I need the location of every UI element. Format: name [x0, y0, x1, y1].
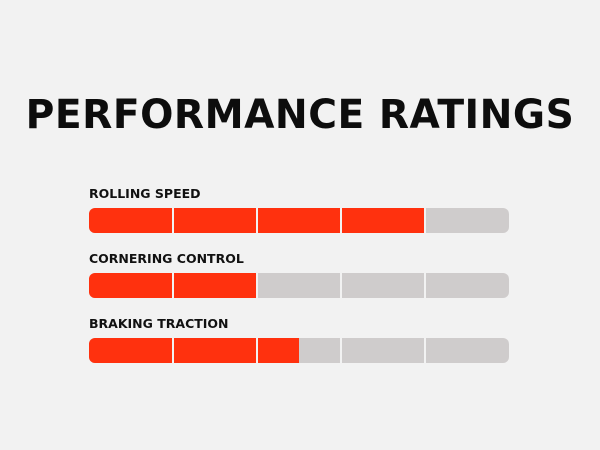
segment-divider [172, 338, 174, 363]
rating-label: BRAKING TRACTION [89, 316, 229, 331]
page-title: PERFORMANCE RATINGS [25, 92, 575, 138]
segment-divider [172, 208, 174, 233]
segment-divider [256, 338, 258, 363]
ratings-list: ROLLING SPEED CORNERING CONTROL BRAKING … [89, 186, 509, 381]
rating-cornering-control: CORNERING CONTROL [89, 251, 509, 316]
segment-divider [340, 273, 342, 298]
segment-divider [256, 208, 258, 233]
rating-braking-traction: BRAKING TRACTION [89, 316, 509, 381]
rating-label: ROLLING SPEED [89, 186, 201, 201]
segment-divider [424, 338, 426, 363]
rating-bar [89, 208, 509, 233]
segment-divider [340, 208, 342, 233]
rating-bar-fill [89, 338, 299, 363]
segment-divider [340, 338, 342, 363]
rating-bar [89, 273, 509, 298]
rating-rolling-speed: ROLLING SPEED [89, 186, 509, 251]
rating-bar [89, 338, 509, 363]
segment-divider [424, 208, 426, 233]
segment-divider [256, 273, 258, 298]
segment-divider [172, 273, 174, 298]
rating-label: CORNERING CONTROL [89, 251, 244, 266]
segment-divider [424, 273, 426, 298]
